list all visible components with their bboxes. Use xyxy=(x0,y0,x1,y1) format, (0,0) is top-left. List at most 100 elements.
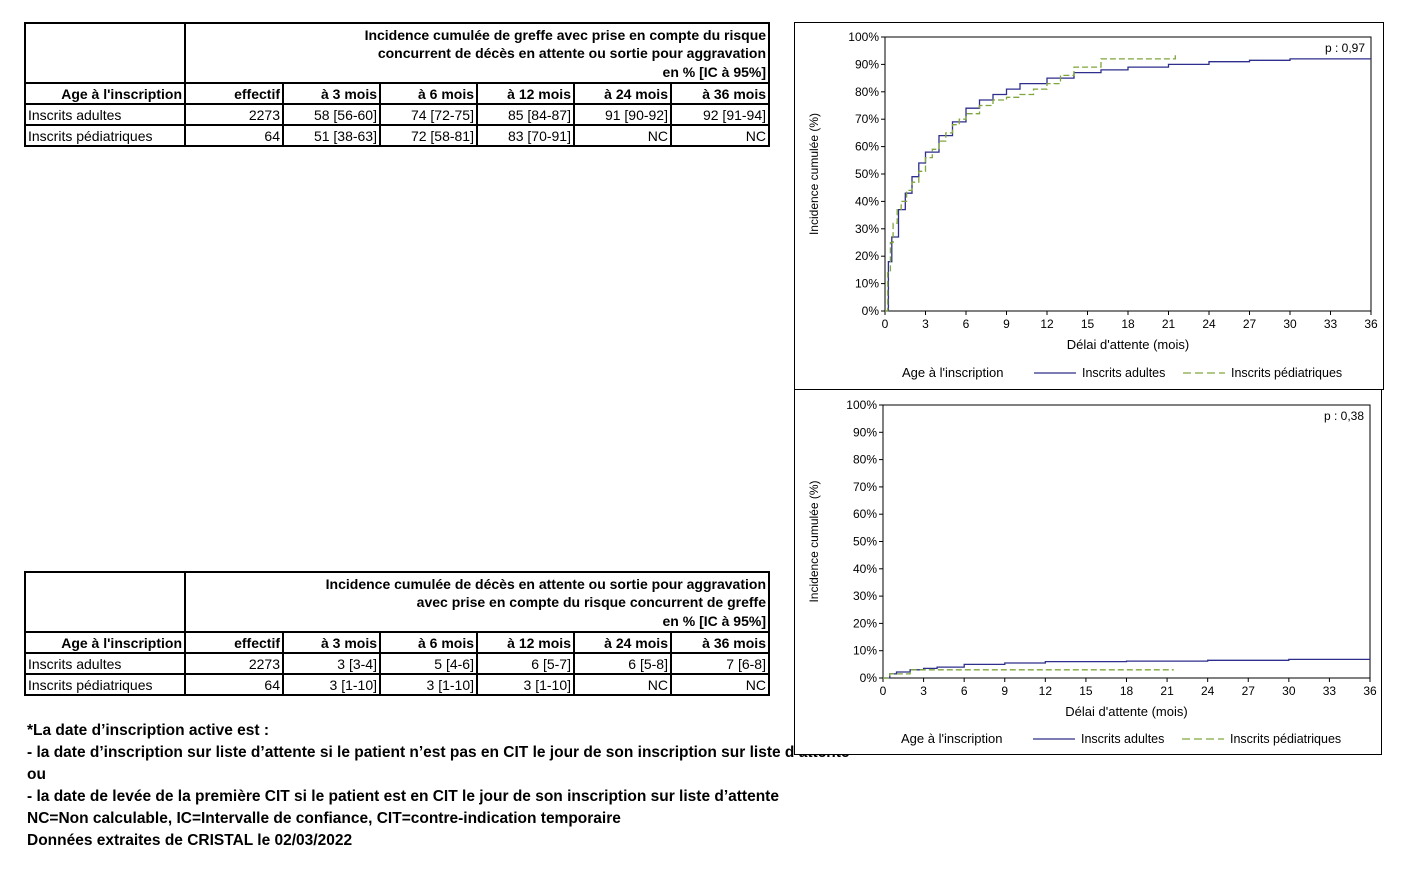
footnote-line: *La date d’inscription active est : xyxy=(27,722,270,739)
footnote-line: ou xyxy=(27,766,46,783)
cell: 72 [58-81] xyxy=(379,124,478,147)
y-tick-label: 70% xyxy=(855,112,879,126)
table-title-line1: Incidence cumulée de greffe avec prise e… xyxy=(364,27,767,43)
x-tick-label: 21 xyxy=(1160,684,1174,698)
row-label: Inscrits pédiatriques xyxy=(24,124,186,147)
y-tick-label: 10% xyxy=(855,277,879,291)
col-header-24m: à 24 mois xyxy=(573,631,672,654)
table-row: Inscrits pédiatriques 64 51 [38-63] 72 [… xyxy=(24,124,771,147)
graft-incidence-table: Incidence cumulée de greffe avec prise e… xyxy=(24,22,771,147)
cell: NC xyxy=(669,124,771,147)
col-header-effectif: effectif xyxy=(184,82,284,105)
cell: 58 [56-60] xyxy=(282,103,381,126)
cell: 3 [3-4] xyxy=(282,652,381,675)
cell: 6 [5-8] xyxy=(573,652,672,675)
table-title: Incidence cumulée de greffe avec prise e… xyxy=(183,22,771,62)
x-tick-label: 24 xyxy=(1201,684,1215,698)
cell: 6 [5-7] xyxy=(476,652,575,675)
y-tick-label: 0% xyxy=(862,304,880,318)
legend-title: Age à l'inscription xyxy=(901,731,1002,746)
col-header-36m: à 36 mois xyxy=(670,631,770,654)
legend-label: Inscrits pédiatriques xyxy=(1230,732,1341,746)
y-tick-label: 70% xyxy=(853,480,877,494)
legend-label: Inscrits adultes xyxy=(1081,732,1164,746)
col-header-36m: à 36 mois xyxy=(669,82,771,105)
x-tick-label: 33 xyxy=(1323,684,1337,698)
y-tick-label: 30% xyxy=(853,589,877,603)
table-title-line2: avec prise en compte du risque concurren… xyxy=(416,594,766,610)
death-incidence-table: Incidence cumulée de décès en attente ou… xyxy=(24,571,770,696)
x-tick-label: 27 xyxy=(1242,684,1256,698)
x-tick-label: 9 xyxy=(1001,684,1008,698)
table-header-row: Age à l'inscription effectif à 3 mois à … xyxy=(24,631,770,654)
table-title: Incidence cumulée de décès en attente ou… xyxy=(184,571,770,611)
y-tick-label: 0% xyxy=(860,671,878,685)
table-corner xyxy=(24,22,186,84)
col-header-age: Age à l'inscription xyxy=(24,631,186,654)
x-axis-label: Délai d'attente (mois) xyxy=(1065,704,1187,719)
y-tick-label: 40% xyxy=(853,562,877,576)
x-tick-label: 6 xyxy=(963,317,970,331)
footnote-line: - la date d’inscription sur liste d’atte… xyxy=(27,744,850,761)
table-row: Inscrits pédiatriques 64 3 [1-10] 3 [1-1… xyxy=(24,673,770,696)
col-header-24m: à 24 mois xyxy=(573,82,672,105)
x-tick-label: 27 xyxy=(1243,317,1257,331)
x-tick-label: 12 xyxy=(1039,684,1053,698)
x-tick-label: 24 xyxy=(1202,317,1216,331)
x-tick-label: 3 xyxy=(920,684,927,698)
p-value-annotation: p : 0,38 xyxy=(1324,409,1364,423)
y-tick-label: 50% xyxy=(855,167,879,181)
cell: NC xyxy=(670,673,770,696)
table-title-line2: concurrent de décès en attente ou sortie… xyxy=(377,45,767,61)
x-tick-label: 33 xyxy=(1324,317,1338,331)
x-tick-label: 15 xyxy=(1081,317,1095,331)
death-incidence-chart-panel: 0% 10% 20% 30% 40% 50% 60% 70% 80% 90% 100% 0 3 6 9 12 1… xyxy=(794,389,1382,755)
x-tick-label: 0 xyxy=(880,684,887,698)
x-tick-label: 30 xyxy=(1282,684,1296,698)
x-tick-label: 30 xyxy=(1283,317,1297,331)
cell: 5 [4-6] xyxy=(379,652,478,675)
cell: 51 [38-63] xyxy=(282,124,381,147)
footnote-line: - la date de levée de la première CIT si… xyxy=(27,788,779,805)
col-header-effectif: effectif xyxy=(184,631,284,654)
y-axis-label: Incidence cumulée (%) xyxy=(807,113,821,235)
cell: 2273 xyxy=(184,103,284,126)
cell: 83 [70-91] xyxy=(476,124,575,147)
x-tick-label: 3 xyxy=(922,317,929,331)
cell: 7 [6-8] xyxy=(670,652,770,675)
x-tick-label: 21 xyxy=(1162,317,1176,331)
table-unit: en % [IC à 95%] xyxy=(184,611,770,633)
row-label: Inscrits pédiatriques xyxy=(24,673,186,696)
footnote-line: NC=Non calculable, IC=Intervalle de conf… xyxy=(27,810,621,827)
y-tick-label: 100% xyxy=(848,30,879,44)
footnote-line: Données extraites de CRISTAL le 02/03/20… xyxy=(27,832,353,849)
cell: NC xyxy=(573,124,672,147)
col-header-6m: à 6 mois xyxy=(379,82,478,105)
death-incidence-chart: 0%10%20%30%40%50%60%70%80%90%100%0 3 6 9 12 1… xyxy=(807,398,1377,746)
p-value-annotation: p : 0,97 xyxy=(1325,41,1365,55)
col-header-3m: à 3 mois xyxy=(282,82,381,105)
series-line-adults xyxy=(883,658,1371,679)
x-axis-label: Délai d'attente (mois) xyxy=(1067,337,1189,352)
graft-incidence-chart: 0%10%20%30%40%50%60%70%80%90%100%0 3 6 9 12 1… xyxy=(807,30,1378,380)
cell: NC xyxy=(573,673,672,696)
footnotes: *La date d’inscription active est : - la… xyxy=(27,720,927,852)
x-tick-label: 6 xyxy=(961,684,968,698)
x-tick-label: 18 xyxy=(1121,317,1135,331)
series-line-pediatric xyxy=(885,53,1176,312)
cell: 92 [91-94] xyxy=(669,103,771,126)
row-label: Inscrits adultes xyxy=(24,652,186,675)
table-corner xyxy=(24,571,186,633)
col-header-3m: à 3 mois xyxy=(282,631,381,654)
col-header-12m: à 12 mois xyxy=(476,82,575,105)
plot-frame xyxy=(884,36,1372,312)
table-title-line1: Incidence cumulée de décès en attente ou… xyxy=(325,576,766,592)
y-tick-label: 80% xyxy=(853,453,877,467)
y-tick-label: 20% xyxy=(853,616,877,630)
y-tick-label: 90% xyxy=(853,425,877,439)
y-tick-label: 30% xyxy=(855,222,879,236)
y-tick-label: 20% xyxy=(855,249,879,263)
cell: 3 [1-10] xyxy=(379,673,478,696)
table-header-row: Age à l'inscription effectif à 3 mois à … xyxy=(24,82,771,105)
x-tick-label: 9 xyxy=(1003,317,1010,331)
